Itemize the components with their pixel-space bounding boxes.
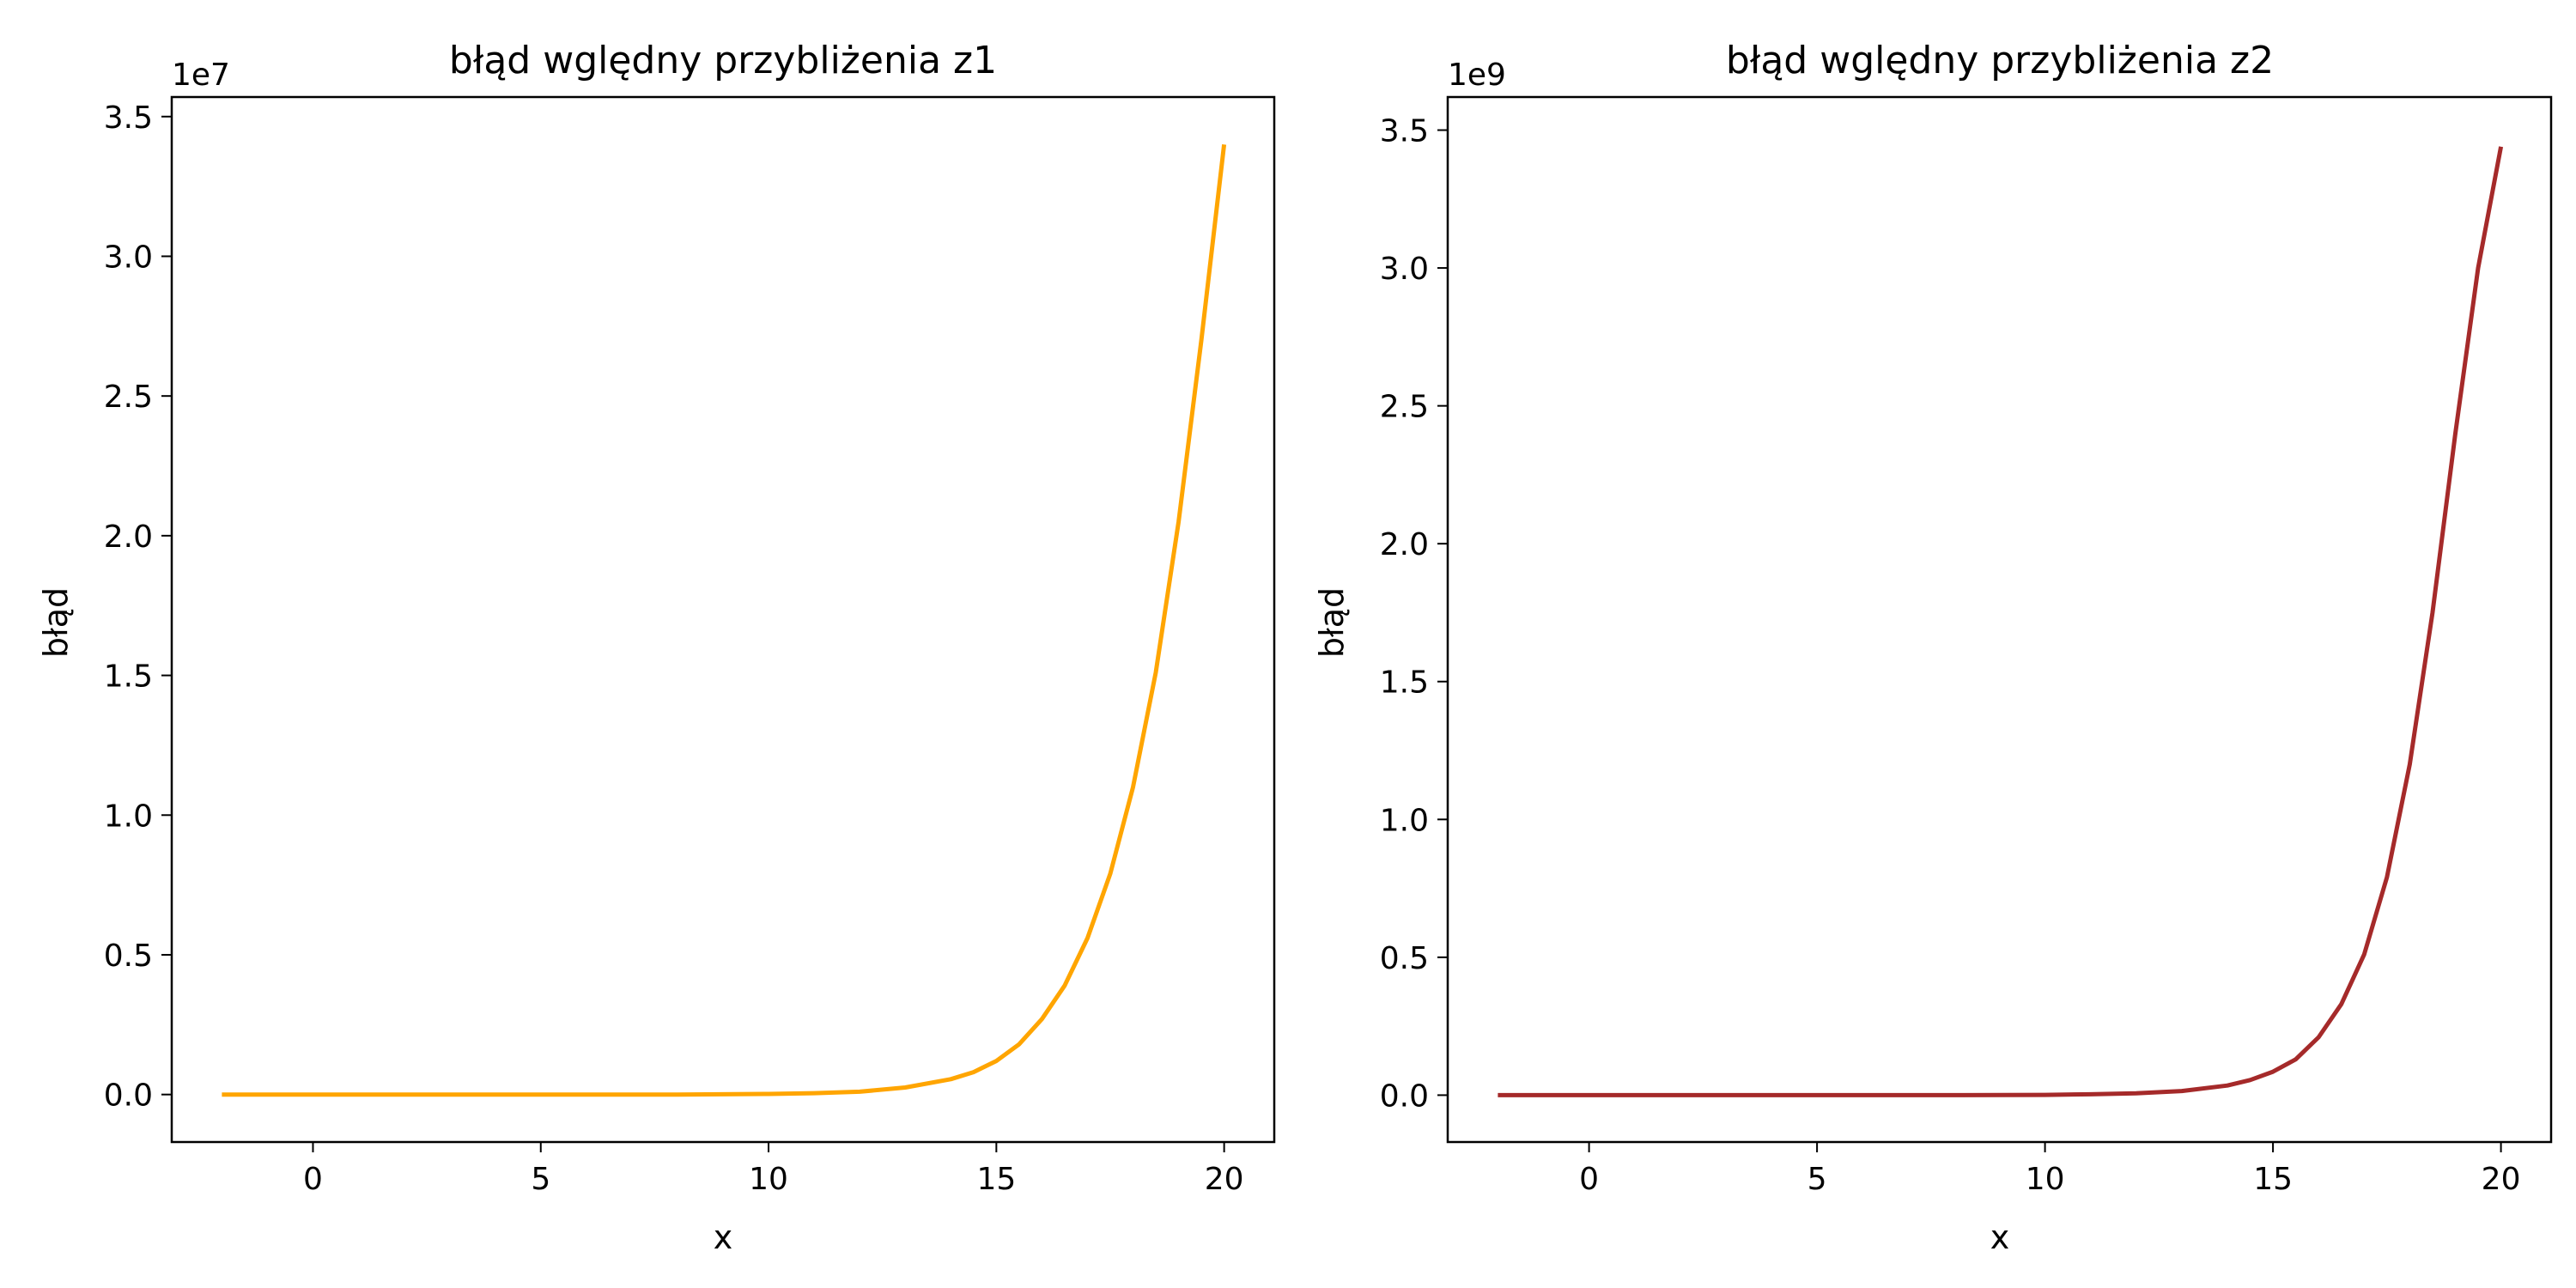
x-tick-label: 0: [1579, 1162, 1599, 1197]
axes-frame: [1446, 95, 2553, 1144]
y-offset-label: 1e7: [172, 58, 230, 93]
y-tick-label: 3.5: [1380, 114, 1429, 149]
plot-area: 0 5 10 15 20 0.0 0.5 1.0 1.5 2.0 2.5 3.0 3.5: [1380, 95, 2553, 1197]
x-tick-label: 20: [2482, 1162, 2521, 1197]
series-line: [1498, 146, 2504, 1097]
y-tick-label: 3.0: [1380, 252, 1429, 287]
y-tick-label: 1.0: [1380, 803, 1429, 838]
chart-panel-z2: błąd wględny przybliżenia z2 1e9 x błąd …: [1313, 39, 2553, 1256]
y-tick-label: 0.0: [1380, 1078, 1429, 1114]
x-axis-label: x: [1990, 1218, 2010, 1256]
y-tick-label: 2.0: [1380, 527, 1429, 562]
y-tick-label: 0.0: [104, 1078, 153, 1114]
x-tick-label: 15: [2253, 1162, 2293, 1197]
chart-title: błąd wględny przybliżenia z2: [1726, 39, 2274, 82]
chart-panel-z1: błąd wględny przybliżenia z1 1e7 x błąd …: [37, 39, 1276, 1256]
x-tick-label: 5: [531, 1162, 550, 1197]
series-line: [222, 144, 1227, 1097]
x-tick-label: 15: [976, 1162, 1016, 1197]
y-tick-label: 2.5: [1380, 390, 1429, 425]
y-axis-label: błąd: [37, 587, 75, 658]
y-tick-label: 3.0: [104, 240, 153, 275]
y-tick-label: 1.5: [104, 659, 153, 695]
x-tick-label: 20: [1205, 1162, 1244, 1197]
x-tick-label: 10: [749, 1162, 788, 1197]
y-tick-label: 0.5: [1380, 941, 1429, 976]
axes-frame: [170, 95, 1276, 1144]
y-offset-label: 1e9: [1448, 58, 1506, 93]
x-tick-label: 0: [303, 1162, 323, 1197]
y-tick-label: 0.5: [104, 939, 153, 974]
x-axis-label: x: [714, 1218, 733, 1256]
chart-title: błąd wględny przybliżenia z1: [449, 39, 997, 82]
x-tick-label: 5: [1807, 1162, 1827, 1197]
x-tick-label: 10: [2026, 1162, 2065, 1197]
y-tick-label: 1.5: [1380, 665, 1429, 701]
y-tick-label: 2.0: [104, 519, 153, 555]
y-tick-label: 2.5: [104, 380, 153, 415]
y-tick-label: 1.0: [104, 799, 153, 834]
y-tick-label: 3.5: [104, 100, 153, 136]
y-axis-label: błąd: [1313, 587, 1351, 658]
plot-area: 0 5 10 15 20 0.0 0.5 1.0 1.5 2.0 2.5 3.0 3.5: [104, 95, 1276, 1197]
